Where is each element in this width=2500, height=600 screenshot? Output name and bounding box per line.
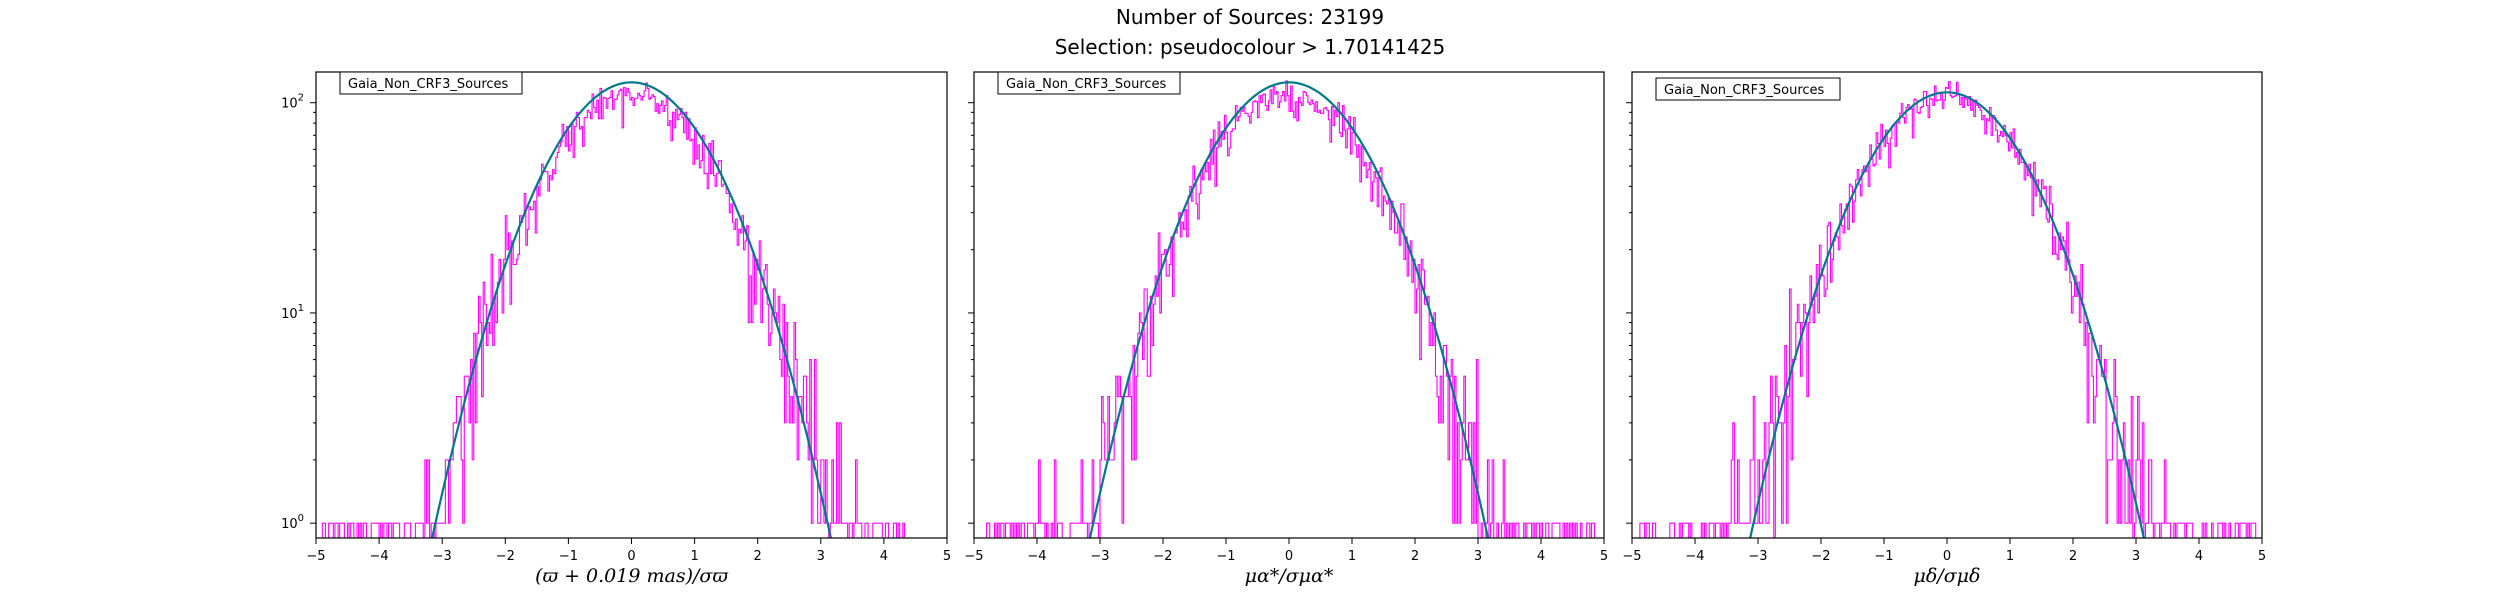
- x-tick-label: −3: [1748, 549, 1767, 564]
- x-tick-label: −3: [1090, 549, 1109, 564]
- x-tick-label: 2: [1411, 549, 1419, 564]
- histogram-steps: [321, 82, 905, 538]
- legend-box: [997, 71, 1181, 95]
- legend-box: [339, 71, 523, 95]
- x-tick-label: 3: [817, 549, 825, 564]
- y-tick-label: 102: [281, 93, 304, 112]
- x-axis-label: (ϖ + 0.019 mas)/σϖ: [535, 565, 728, 587]
- x-tick-label: −1: [1216, 549, 1235, 564]
- x-tick-label: 4: [2195, 549, 2203, 564]
- panel-3: −5 −4 −3 −2 −1 0 1 2 3 4 5 Gaia_Non_CRF3_Sources μδ/…: [1622, 71, 2266, 587]
- x-tick-label: 0: [1285, 549, 1293, 564]
- x-tick-label: 5: [943, 549, 951, 564]
- x-tick-label: 1: [1348, 549, 1356, 564]
- x-tick-label: −5: [964, 549, 983, 564]
- x-tick-label: −1: [1874, 549, 1893, 564]
- x-tick-label: 2: [2069, 549, 2077, 564]
- x-axis-label: μδ/σμδ: [1914, 565, 1981, 587]
- x-tick-label: −2: [496, 549, 515, 564]
- figure-title-selection: Selection: pseudocolour > 1.70141425: [1054, 35, 1446, 59]
- y-tick-base: 10: [281, 307, 298, 322]
- x-tick-label: −4: [1027, 549, 1046, 564]
- y-tick-base: 10: [281, 97, 298, 112]
- x-tick-label: 4: [1537, 549, 1545, 564]
- x-tick-label: 1: [690, 549, 698, 564]
- x-tick-label: 2: [754, 549, 762, 564]
- axes-frame: [973, 71, 1605, 539]
- legend-label: Gaia_Non_CRF3_Sources: [1006, 77, 1167, 92]
- x-tick-label: −4: [1685, 549, 1704, 564]
- y-tick-label: 100: [281, 513, 304, 532]
- x-tick-label: −3: [433, 549, 452, 564]
- panel-2: −5 −4 −3 −2 −1 0 1 2 3 4 5 Gaia_Non_CRF3_Sources μα*…: [964, 71, 1608, 587]
- x-tick-label: 5: [1600, 549, 1608, 564]
- axes-frame: [315, 71, 948, 539]
- y-tick-exponent: 1: [298, 303, 304, 314]
- x-tick-label: −4: [370, 549, 389, 564]
- x-axis-label: μα*/σμα*: [1245, 565, 1334, 587]
- x-tick-label: 0: [627, 549, 635, 564]
- y-tick-base: 10: [281, 517, 298, 532]
- legend-box: [1655, 77, 1841, 101]
- plot-area: [986, 80, 1596, 538]
- x-tick-label: −5: [1622, 549, 1641, 564]
- legend-label: Gaia_Non_CRF3_Sources: [348, 77, 509, 92]
- x-tick-label: 1: [2006, 549, 2014, 564]
- y-tick-exponent: 0: [298, 513, 304, 524]
- figure-title-count: Number of Sources: 23199: [1115, 5, 1385, 29]
- histogram-steps: [986, 80, 1596, 538]
- x-tick-label: −1: [559, 549, 578, 564]
- x-tick-label: −2: [1811, 549, 1830, 564]
- histogram-steps: [1639, 81, 2257, 538]
- gaussian-fit-curve: [1749, 91, 2145, 538]
- panel-1: −5 −4 −3 −2 −1 0 1 2 3 4 5100101102Gaia_Non_CRF3_S…: [281, 71, 951, 587]
- plot-area: [321, 81, 905, 538]
- gaussian-fit-curve: [1088, 81, 1490, 538]
- y-tick-exponent: 2: [298, 93, 304, 104]
- legend-label: Gaia_Non_CRF3_Sources: [1664, 83, 1825, 98]
- gaussian-fit-curve: [431, 81, 832, 538]
- axes-frame: [1631, 71, 2263, 539]
- x-tick-label: 5: [2258, 549, 2266, 564]
- x-tick-label: −2: [1153, 549, 1172, 564]
- x-tick-label: 0: [1943, 549, 1951, 564]
- x-tick-label: 3: [1474, 549, 1482, 564]
- x-tick-label: 4: [880, 549, 888, 564]
- x-tick-label: 3: [2132, 549, 2140, 564]
- x-tick-label: −5: [306, 549, 325, 564]
- plot-area: [1639, 81, 2257, 538]
- y-tick-label: 101: [281, 303, 304, 322]
